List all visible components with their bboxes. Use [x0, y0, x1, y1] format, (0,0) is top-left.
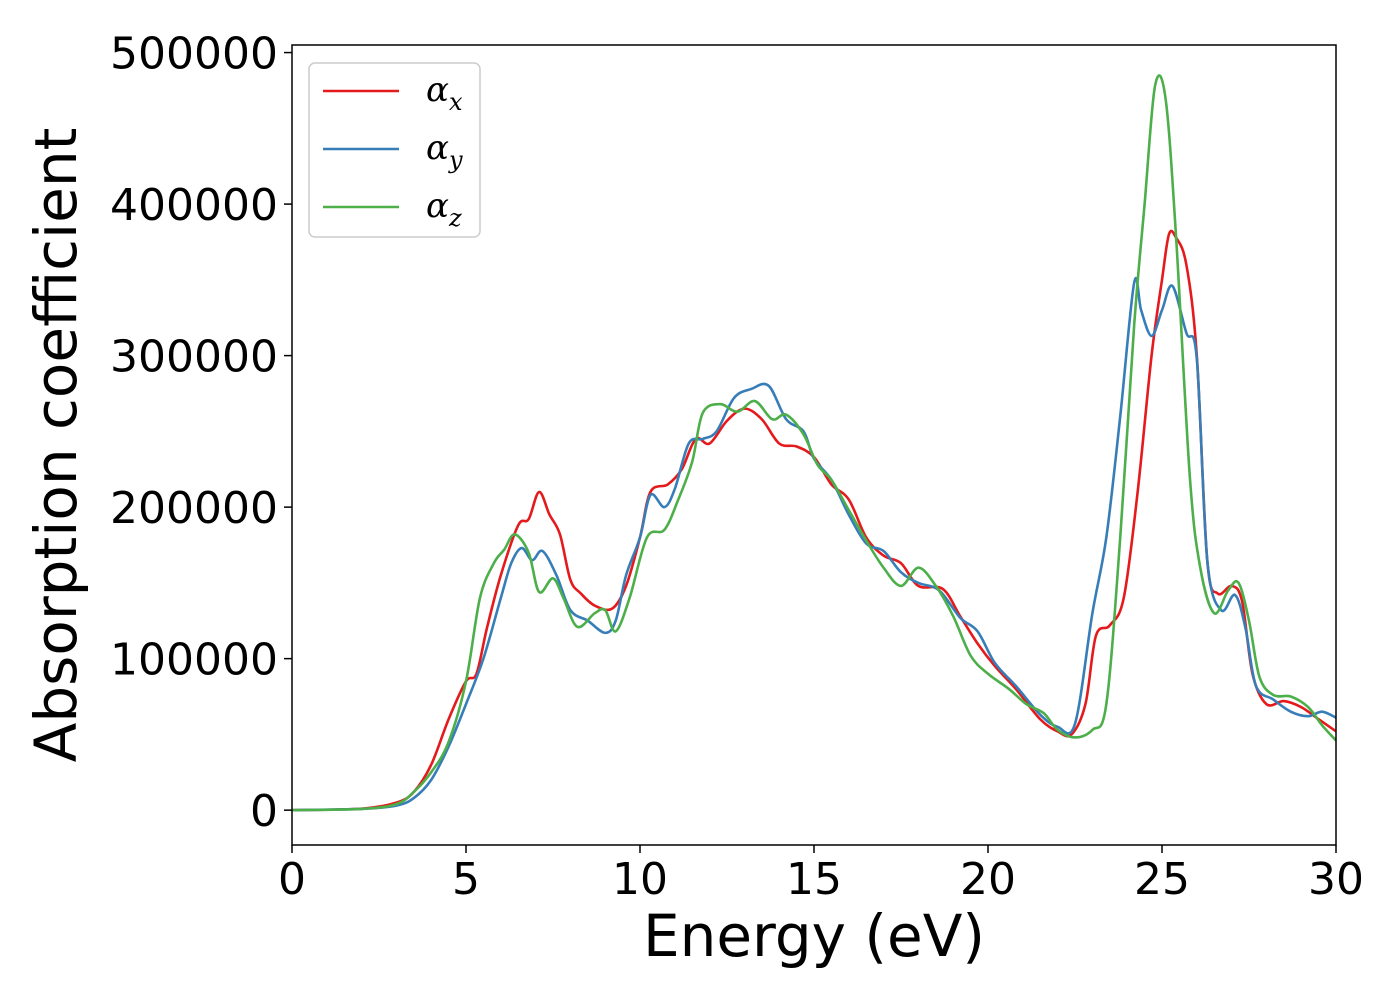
legend-label-symbol: α: [426, 128, 449, 168]
y-tick-label: 100000: [110, 635, 278, 686]
legend-label-symbol: α: [426, 70, 449, 110]
series-layer: [292, 74, 1336, 812]
y-axis-label: Absorption coefficient: [22, 128, 90, 763]
legend-label-subscript: y: [448, 146, 463, 174]
x-tick-label: 0: [278, 854, 306, 905]
y-tick-label: 0: [250, 786, 278, 837]
legend-label-z: αz: [426, 186, 462, 232]
x-tick-label: 10: [612, 854, 668, 905]
legend-label-symbol: α: [426, 186, 449, 226]
y-tick-label: 300000: [110, 332, 278, 383]
x-tick-label: 25: [1134, 854, 1190, 905]
series-line-y: [292, 277, 1336, 812]
x-tick-label: 5: [452, 854, 480, 905]
legend-label-subscript: x: [449, 88, 463, 116]
x-tick-label: 15: [786, 854, 842, 905]
x-axis-label: Energy (eV): [643, 902, 985, 970]
legend-label-y: αy: [426, 128, 463, 174]
y-tick-label: 200000: [110, 483, 278, 534]
x-tick-label: 20: [960, 854, 1016, 905]
legend-label-x: αx: [426, 70, 463, 116]
y-tick-label: 500000: [110, 29, 278, 80]
x-axis: 0 5 10 15 20 25 30: [278, 845, 1364, 905]
series-line-z: [292, 74, 1336, 812]
y-axis: 0 100000 200000 300000 400000 500000: [110, 29, 292, 837]
series-line-x: [292, 229, 1336, 812]
legend-label-subscript: z: [448, 204, 462, 232]
x-tick-label: 30: [1308, 854, 1364, 905]
y-tick-label: 400000: [110, 180, 278, 231]
